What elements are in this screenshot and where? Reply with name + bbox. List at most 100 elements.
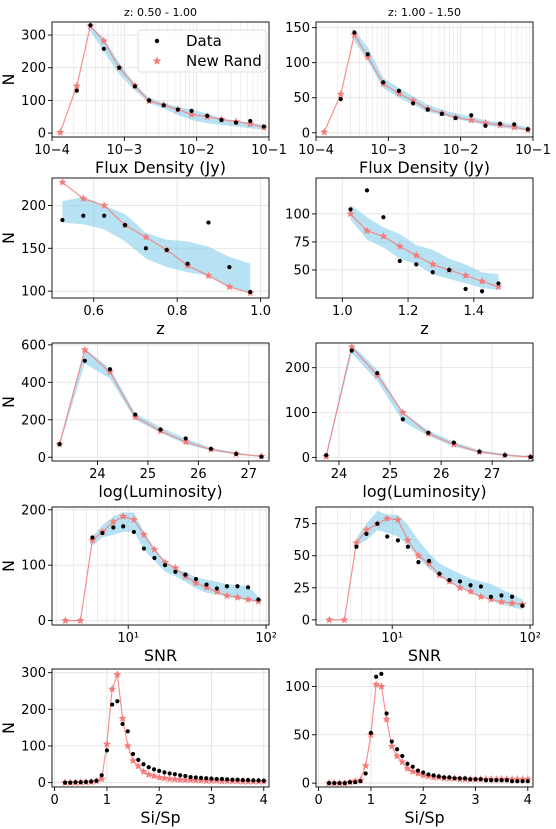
rand-marker [58,178,67,186]
panel-z_lo: 0.6 0.8 1.0 100 150 200 z N [0,177,271,338]
rand-marker [119,512,128,520]
rand-marker [395,242,404,250]
rand-marker [408,767,417,775]
data-point [82,358,87,363]
x-tick-label: 2 [155,793,163,808]
data-point [193,576,199,582]
rand-marker [394,89,403,97]
data-point [437,571,442,576]
grid [316,343,533,461]
rand-marker [76,616,85,624]
data-point [525,779,530,784]
y-tick-label: 50 [293,728,310,743]
x-axis-label: Si/Sp [140,808,180,827]
mock-range-band [59,348,262,457]
y-tick-label: 50 [293,91,310,106]
data-layer [61,670,268,786]
rand-marker [428,260,437,268]
mock-range-band [352,27,528,131]
rand-marker [419,771,428,779]
data-layer [346,188,503,294]
y-tick-label: 0 [38,614,46,629]
data-point [385,534,390,539]
data-point [125,729,130,734]
x-tick-label: 4 [260,793,268,808]
rand-marker [99,36,108,45]
data-point [256,597,261,602]
rand-marker [478,276,487,285]
data-point [396,88,402,93]
x-tick-label: 26 [190,467,207,482]
x-tick-label: 10−2 [179,143,215,158]
data-point [219,117,224,123]
rand-marker [191,578,200,587]
rand-marker [204,271,213,280]
y-tick-label: 400 [21,376,46,391]
data-point [136,757,141,762]
x-axis-label: z [156,319,164,338]
data-point [164,247,169,253]
y-tick-label: 0 [302,126,310,141]
data-point [347,780,353,785]
data-point [78,780,83,785]
data-point [338,97,343,102]
rand-marker [497,597,506,606]
x-tick-label: 1.0 [332,304,353,319]
y-tick-label: 25 [293,581,310,596]
y-tick-label: 100 [21,285,46,300]
data-point [364,188,370,193]
data-point [198,775,204,780]
data-point [478,777,483,782]
rand-marker [387,742,396,750]
data-point [375,370,380,376]
x-tick-label: 10¹ [381,631,403,646]
data-point [256,778,261,783]
rand-marker [181,775,190,784]
x-tick-label: 10−1 [515,143,551,158]
data-point [375,521,380,526]
rand-marker [170,775,179,783]
y-axis-label: N [0,232,18,244]
data-point [261,124,266,129]
data-point [99,773,104,778]
data-point [234,451,239,456]
data-point [162,770,167,775]
data-point [101,46,106,51]
data-point [89,779,94,784]
axes-frame [315,21,534,138]
x-tick-label: 10² [519,631,541,646]
data-point [147,98,152,103]
y-tick-label: 100 [285,406,310,421]
data-point [161,103,166,108]
data-point [489,778,494,783]
data-layer [320,30,532,136]
rand-marker [336,90,345,98]
data-point [225,777,230,782]
data-point [414,262,419,267]
rand-marker [160,774,169,782]
rand-marker [102,739,111,748]
rand-line [329,683,528,784]
x-tick-label: 10² [255,631,277,646]
data-point [235,777,240,782]
rand-marker [382,715,391,723]
x-tick-label: 24 [89,467,106,482]
rand-marker [383,514,392,522]
rand-marker [455,583,464,592]
data-point [152,555,157,561]
y-tick-label: 150 [21,242,46,257]
data-point [379,671,384,676]
x-tick-label: 2 [419,793,427,808]
data-point [483,778,489,783]
axes-frame [315,177,534,299]
data-point [88,23,93,28]
mock-range-band [356,510,523,610]
x-tick-label: 25 [382,467,399,482]
x-tick-label: 3 [207,793,215,808]
x-tick-label: 27 [484,467,501,482]
data-point [512,122,517,127]
y-tick-label: 100 [285,207,310,222]
data-point [468,583,473,588]
legend-rand-label: New Rand [186,52,262,70]
